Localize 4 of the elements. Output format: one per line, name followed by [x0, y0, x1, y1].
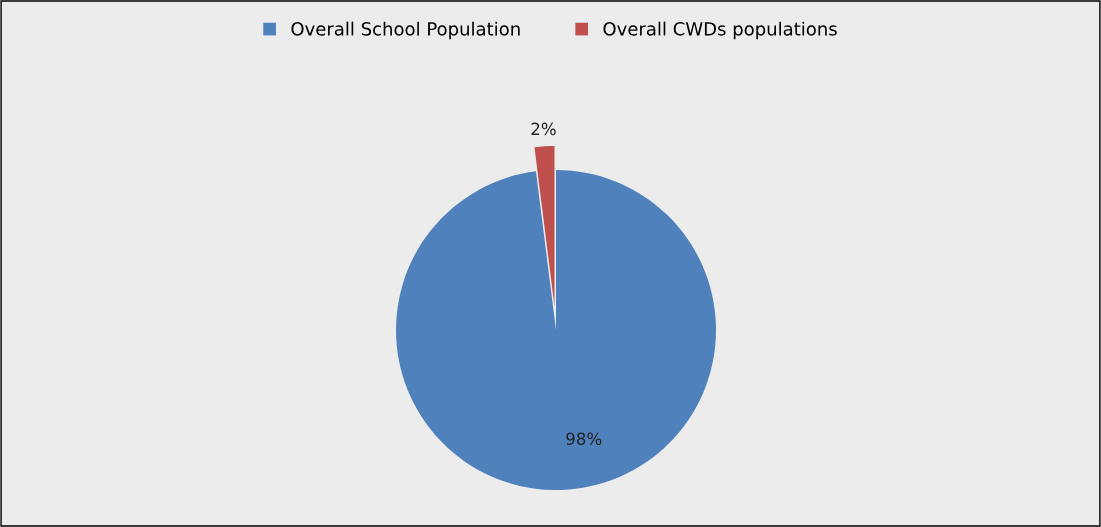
legend-label: Overall School Population: [291, 21, 520, 40]
data-label: 2%: [531, 122, 556, 136]
data-label: 98%: [566, 432, 602, 446]
legend-label: Overall CWDs populations: [603, 21, 837, 40]
